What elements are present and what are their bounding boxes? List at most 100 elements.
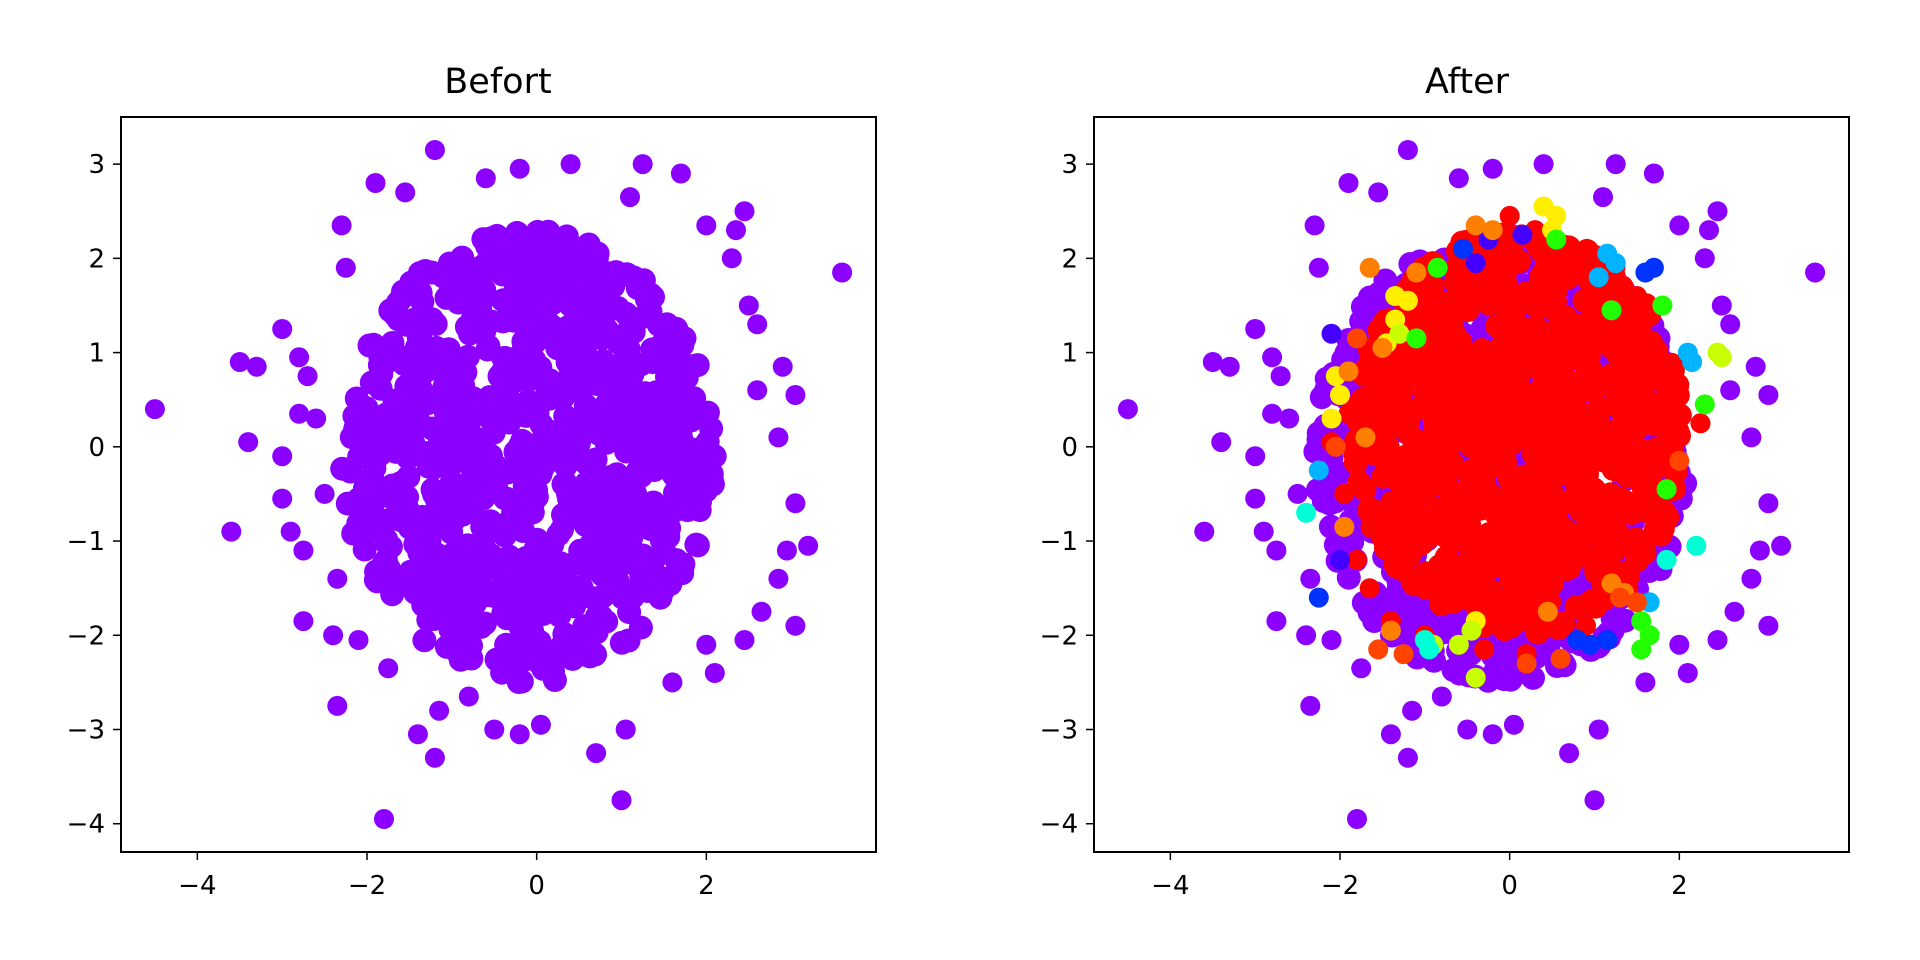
scatter-point: [1745, 356, 1766, 377]
scatter-point: [465, 427, 490, 451]
scatter-point: [399, 573, 424, 598]
scatter-point: [558, 358, 583, 383]
scatter-point: [446, 641, 471, 665]
scatter-point: [1588, 719, 1609, 740]
scatter-point: [1607, 393, 1632, 418]
scatter-point: [1202, 352, 1223, 372]
scatter-point: [535, 588, 560, 613]
x-tick-label: 0: [1501, 871, 1518, 901]
scatter-point: [1300, 695, 1321, 716]
scatter-point: [528, 355, 553, 380]
scatter-point: [617, 315, 642, 340]
scatter-point: [1388, 405, 1413, 430]
scatter-point: [478, 443, 503, 468]
scatter-point: [1347, 328, 1367, 349]
scatter-point: [1397, 747, 1418, 768]
scatter-point: [1355, 427, 1376, 448]
scatter-point: [1690, 413, 1711, 434]
y-tick-label: 2: [1061, 244, 1078, 274]
scatter-point: [364, 419, 389, 444]
scatter-point: [1707, 201, 1728, 222]
scatter-point: [534, 449, 559, 474]
scatter-point: [495, 460, 520, 485]
chart-title: After: [1425, 62, 1510, 102]
y-tick-label: −3: [1040, 716, 1078, 746]
scatter-point: [388, 287, 413, 312]
scatter-point: [1427, 257, 1448, 278]
plot-area: [1117, 140, 1826, 829]
scatter-point: [1347, 809, 1367, 829]
axes-frame: [120, 116, 877, 853]
scatter-point: [581, 586, 606, 611]
scatter-point: [1512, 224, 1533, 245]
scatter-point: [510, 227, 535, 252]
scatter-point: [1565, 456, 1590, 481]
scatter-point: [1543, 260, 1568, 285]
scatter-point: [1462, 382, 1487, 407]
scatter-point: [595, 318, 620, 343]
scatter-point: [649, 528, 674, 553]
x-tick-label: 0: [528, 871, 545, 901]
scatter-point: [611, 790, 632, 811]
scatter-point: [685, 353, 710, 378]
scatter-point: [1669, 450, 1690, 471]
scatter-point: [348, 630, 369, 650]
scatter-point: [375, 531, 400, 556]
scatter-point: [747, 314, 768, 335]
scatter-point: [1489, 249, 1514, 274]
scatter-point: [475, 168, 496, 189]
scatter-point: [1524, 315, 1549, 340]
scatter-point: [1606, 451, 1631, 476]
scatter-point: [1194, 521, 1215, 542]
scatter-point: [1431, 686, 1452, 707]
y-tick-label: 1: [88, 339, 105, 369]
scatter-point: [1686, 535, 1707, 556]
scatter-point: [417, 528, 442, 553]
scatter-point: [1758, 615, 1779, 636]
scatter-panel-after: After −4 −2 0 2 −4 −3 −2 −1 0 1 2 3: [1040, 62, 1850, 901]
scatter-point: [395, 497, 420, 522]
scatter-point: [1631, 639, 1652, 660]
y-tick-label: −2: [67, 621, 105, 651]
scatter-point: [1626, 286, 1647, 306]
scatter-point: [1546, 229, 1567, 250]
scatter-point: [402, 397, 426, 422]
scatter-point: [1538, 477, 1563, 502]
scatter-point: [1496, 327, 1521, 351]
scatter-point: [467, 289, 492, 314]
scatter-point: [1287, 483, 1308, 504]
scatter-point: [1393, 644, 1414, 665]
scatter-point: [1523, 511, 1548, 536]
scatter-point: [1338, 403, 1359, 424]
scatter-point: [721, 248, 742, 269]
scatter-point: [1361, 384, 1386, 409]
scatter-point: [1551, 342, 1576, 367]
scatter-point: [407, 724, 428, 745]
scatter-point: [1567, 243, 1588, 264]
scatter-point: [1211, 432, 1232, 453]
scatter-point: [1626, 592, 1647, 613]
scatter-point: [327, 695, 348, 716]
scatter-point: [614, 439, 639, 464]
scatter-point: [1411, 442, 1435, 467]
scatter-point: [1656, 549, 1677, 570]
scatter-point: [738, 295, 759, 316]
scatter-point: [1596, 545, 1621, 570]
scatter-point: [751, 601, 772, 622]
scatter-point: [497, 410, 522, 435]
scatter-point: [1325, 436, 1346, 457]
scatter-point: [785, 615, 806, 636]
scatter-point: [1619, 331, 1644, 356]
scatter-point: [365, 173, 386, 193]
scatter-point: [558, 293, 583, 318]
scatter-point: [637, 493, 661, 517]
scatter-point: [445, 348, 470, 373]
scatter-point: [1422, 322, 1447, 347]
scatter-series: [1389, 323, 1732, 688]
scatter-point: [439, 469, 464, 494]
scatter-point: [484, 719, 505, 740]
scatter-point: [1550, 648, 1571, 669]
scatter-point: [552, 622, 577, 647]
scatter-point: [374, 809, 394, 829]
scatter-point: [396, 445, 420, 470]
